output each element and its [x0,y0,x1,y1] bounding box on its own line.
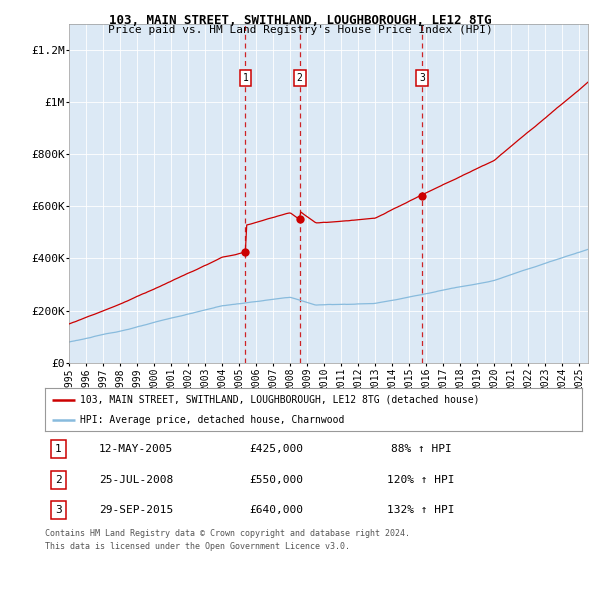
Text: 132% ↑ HPI: 132% ↑ HPI [387,506,455,515]
Text: 103, MAIN STREET, SWITHLAND, LOUGHBOROUGH, LE12 8TG (detached house): 103, MAIN STREET, SWITHLAND, LOUGHBOROUG… [80,395,479,405]
Text: £425,000: £425,000 [249,444,303,454]
Text: 120% ↑ HPI: 120% ↑ HPI [387,475,455,484]
Text: Price paid vs. HM Land Registry's House Price Index (HPI): Price paid vs. HM Land Registry's House … [107,25,493,35]
Text: 3: 3 [55,506,62,515]
Text: £640,000: £640,000 [249,506,303,515]
Text: 1: 1 [55,444,62,454]
Text: 25-JUL-2008: 25-JUL-2008 [99,475,173,484]
Text: 29-SEP-2015: 29-SEP-2015 [99,506,173,515]
Text: 2: 2 [55,475,62,484]
Text: 3: 3 [419,73,425,83]
Text: This data is licensed under the Open Government Licence v3.0.: This data is licensed under the Open Gov… [45,542,350,550]
Text: 12-MAY-2005: 12-MAY-2005 [99,444,173,454]
Text: 1: 1 [242,73,248,83]
Text: Contains HM Land Registry data © Crown copyright and database right 2024.: Contains HM Land Registry data © Crown c… [45,529,410,537]
Text: 2: 2 [297,73,302,83]
Text: £550,000: £550,000 [249,475,303,484]
Text: HPI: Average price, detached house, Charnwood: HPI: Average price, detached house, Char… [80,415,344,425]
Text: 103, MAIN STREET, SWITHLAND, LOUGHBOROUGH, LE12 8TG: 103, MAIN STREET, SWITHLAND, LOUGHBOROUG… [109,14,491,27]
Text: 88% ↑ HPI: 88% ↑ HPI [391,444,451,454]
